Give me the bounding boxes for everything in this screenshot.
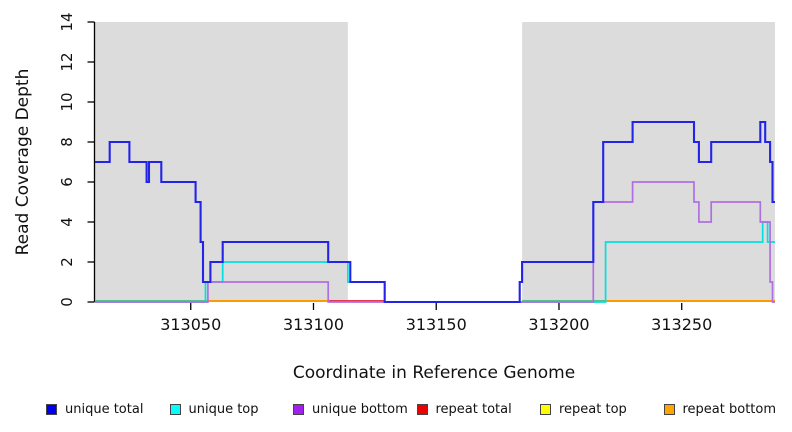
coverage-lines <box>95 120 775 304</box>
series-unique-total <box>95 120 775 304</box>
legend-swatch-icon <box>46 403 57 415</box>
legend-item-unique-bottom: unique bottom <box>293 402 417 417</box>
legend-item-unique-top: unique top <box>169 401 294 417</box>
legend-item-repeat-total: repeat total <box>416 401 541 417</box>
repeat-region-right <box>522 22 775 302</box>
y-axis-title: Read Coverage Depth <box>13 69 33 256</box>
x-tick-label: 313050 <box>160 315 221 334</box>
x-tick-label: 313250 <box>651 315 712 334</box>
axes: 0 2 4 6 8 10 12 14 313050 313100 313150 313200 31325… <box>58 12 712 334</box>
y-tick-label: 0 <box>58 297 76 307</box>
y-tick-label: 2 <box>58 257 76 267</box>
legend-label: repeat bottom <box>682 401 777 417</box>
x-tick-label: 313200 <box>528 315 589 334</box>
series-unique-bottom <box>95 181 775 303</box>
y-tick-label: 8 <box>58 137 76 147</box>
legend-label: unique top <box>188 401 259 417</box>
legend-label: unique bottom <box>312 401 408 417</box>
legend-swatch-icon <box>663 403 675 415</box>
legend-swatch-icon <box>540 403 551 415</box>
legend-swatch-icon <box>293 403 304 415</box>
y-tick-label: 4 <box>58 217 76 227</box>
legend-swatch-icon <box>169 403 181 415</box>
legend-label: repeat total <box>435 401 512 417</box>
legend-item-repeat-top: repeat top <box>540 402 664 417</box>
y-tick-label: 6 <box>58 177 76 187</box>
legend: unique total unique top unique bottom repea… <box>46 397 792 421</box>
legend-swatch-icon <box>416 403 428 415</box>
x-tick-label: 313150 <box>406 315 467 334</box>
legend-label: unique total <box>65 401 144 417</box>
repeat-region-shading <box>95 22 775 302</box>
x-axis-title: Coordinate in Reference Genome <box>293 363 575 383</box>
x-tick-label: 313100 <box>283 315 344 334</box>
y-tick-label: 12 <box>58 52 76 71</box>
legend-label: repeat top <box>559 401 627 417</box>
legend-item-repeat-bottom: repeat bottom <box>663 401 788 417</box>
y-tick-label: 14 <box>58 12 76 31</box>
legend-item-unique-total: unique total <box>46 402 170 417</box>
plot-svg: 0 2 4 6 8 10 12 14 313050 313100 313150 313200 31325… <box>13 12 775 383</box>
y-tick-label: 10 <box>58 92 76 111</box>
